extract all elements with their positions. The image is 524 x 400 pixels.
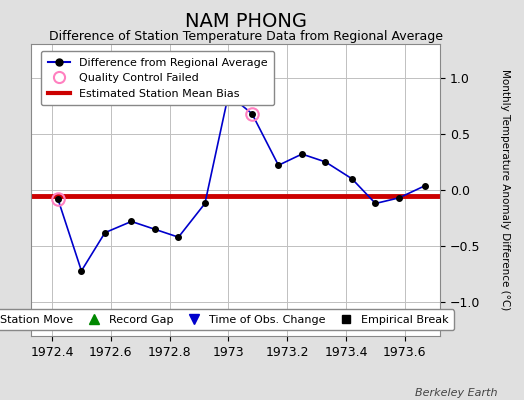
Legend: Station Move, Record Gap, Time of Obs. Change, Empirical Break: Station Move, Record Gap, Time of Obs. C… — [0, 309, 454, 330]
Y-axis label: Monthly Temperature Anomaly Difference (°C): Monthly Temperature Anomaly Difference (… — [500, 69, 510, 311]
Text: Berkeley Earth: Berkeley Earth — [416, 388, 498, 398]
Text: NAM PHONG: NAM PHONG — [185, 12, 307, 31]
Text: Difference of Station Temperature Data from Regional Average: Difference of Station Temperature Data f… — [49, 30, 443, 43]
